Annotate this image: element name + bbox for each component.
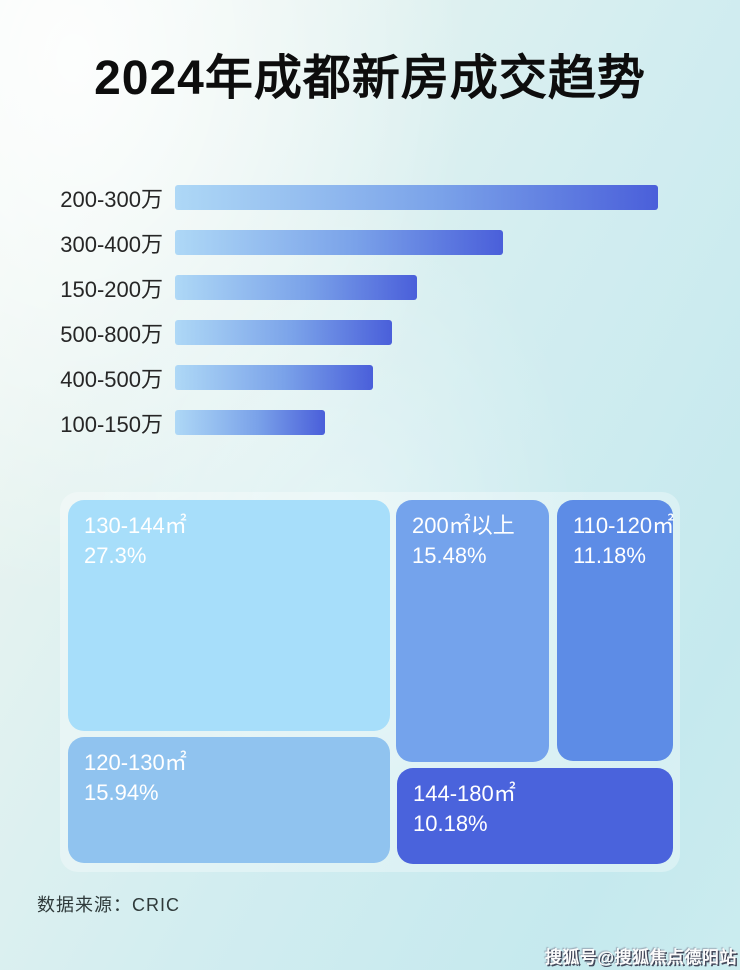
bar-label: 300-400万 [60,231,163,257]
bar-track [175,410,658,435]
bar-row: 150-200万 [0,275,658,302]
bar-row: 300-400万 [0,230,658,257]
treemap-block: 110-120㎡ 11.18% [557,500,675,761]
bar-row: 500-800万 [0,320,658,347]
bar-row: 200-300万 [0,185,658,212]
treemap-block-range: 200㎡以上 [412,513,515,538]
bar-fill [175,365,374,390]
price-range-bar-chart: 200-300万 300-400万 150-200万 500-800万 400-… [0,185,658,455]
treemap-block: 130-144㎡ 27.3% [68,500,390,731]
bar-track [175,365,658,390]
treemap-block-percent: 15.48% [412,543,487,568]
bar-label: 200-300万 [60,186,163,212]
bar-fill [175,320,393,345]
bar-row: 400-500万 [0,365,658,392]
watermark: 搜狐号@搜狐焦点德阳站 [544,948,737,967]
treemap-block: 120-130㎡ 15.94% [68,737,390,863]
treemap-block-percent: 27.3% [84,543,147,568]
page-title: 2024年成都新房成交趋势 [94,52,646,105]
bar-row: 100-150万 [0,410,658,437]
treemap-block-range: 130-144㎡ [84,513,187,538]
bar-label: 400-500万 [60,366,163,392]
treemap-block-percent: 15.94% [84,780,159,805]
bar-fill [175,410,325,435]
bar-fill [175,185,658,210]
bar-track [175,275,658,300]
bar-label: 150-200万 [60,276,163,302]
bar-fill [175,230,504,255]
treemap-block-range: 144-180㎡ [413,781,516,806]
treemap-block-percent: 11.18% [573,543,646,568]
bar-label: 500-800万 [60,321,163,347]
treemap-block-range: 110-120㎡ [573,513,675,538]
bar-track [175,230,658,255]
bar-track [175,320,658,345]
treemap-block: 200㎡以上 15.48% [396,500,549,762]
treemap-block-range: 120-130㎡ [84,750,187,775]
bar-track [175,185,658,210]
bar-fill [175,275,417,300]
treemap-block: 144-180㎡ 10.18% [397,768,673,864]
data-source: 数据来源：CRIC [37,895,180,915]
bar-label: 100-150万 [60,411,163,437]
treemap-block-percent: 10.18% [413,811,488,836]
